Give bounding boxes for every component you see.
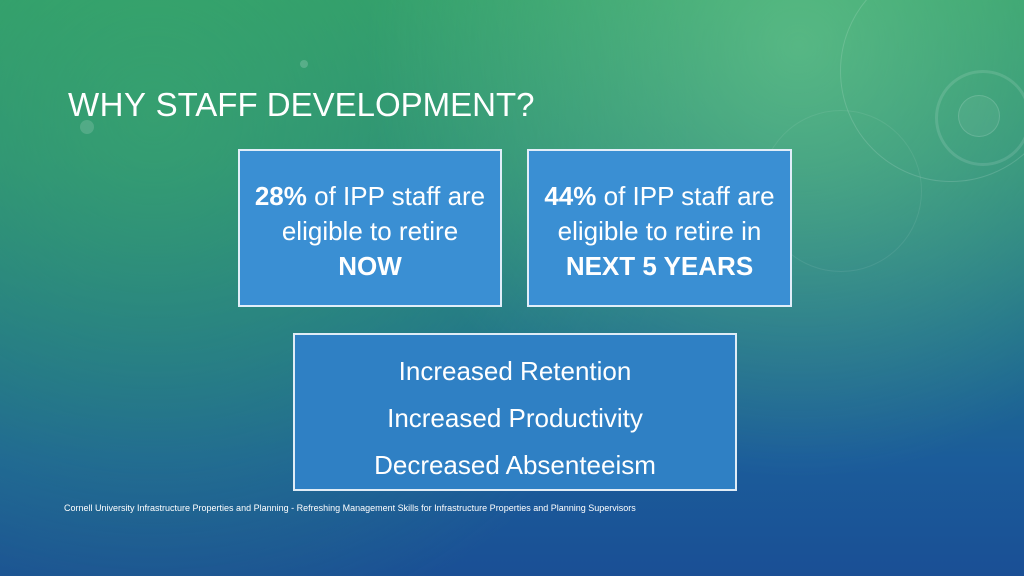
stat-box-retire-5-years: 44% of IPP staff are eligible to retire … [527, 149, 792, 307]
benefit-item: Increased Productivity [387, 403, 643, 433]
decorative-dot [300, 60, 308, 68]
slide-footer: Cornell University Infrastructure Proper… [64, 503, 636, 513]
stat-line-1: 28% of IPP staff are [248, 179, 492, 214]
benefit-item: Increased Retention [398, 356, 632, 386]
slide-title: WHY STAFF DEVELOPMENT? [68, 86, 535, 124]
stat-percent: 28% [254, 181, 307, 211]
stat-text: 28% of IPP staff are eligible to retire … [240, 179, 500, 284]
stat-text-b: eligible to retire in [557, 216, 762, 246]
benefits-box: Increased Retention Increased Productivi… [293, 333, 737, 491]
stat-text-b: eligible to retire [281, 216, 459, 246]
title-prefix: WHY [68, 86, 156, 123]
stat-text-a: of IPP staff are [306, 181, 486, 211]
stat-text-a: of IPP staff are [596, 181, 775, 211]
decorative-circle [935, 70, 1024, 166]
stat-emphasis: NEXT 5 YEARS [565, 251, 754, 281]
stat-line-1: 44% of IPP staff are [537, 179, 782, 214]
benefit-item: Decreased Absenteeism [374, 450, 656, 480]
title-main: STAFF DEVELOPMENT? [155, 86, 535, 123]
stat-emphasis: NOW [338, 251, 402, 281]
stat-percent: 44% [544, 181, 597, 211]
stat-text: 44% of IPP staff are eligible to retire … [529, 179, 790, 284]
decorative-circle [958, 95, 1000, 137]
stat-box-retire-now: 28% of IPP staff are eligible to retire … [238, 149, 502, 307]
decorative-dot [80, 120, 94, 134]
